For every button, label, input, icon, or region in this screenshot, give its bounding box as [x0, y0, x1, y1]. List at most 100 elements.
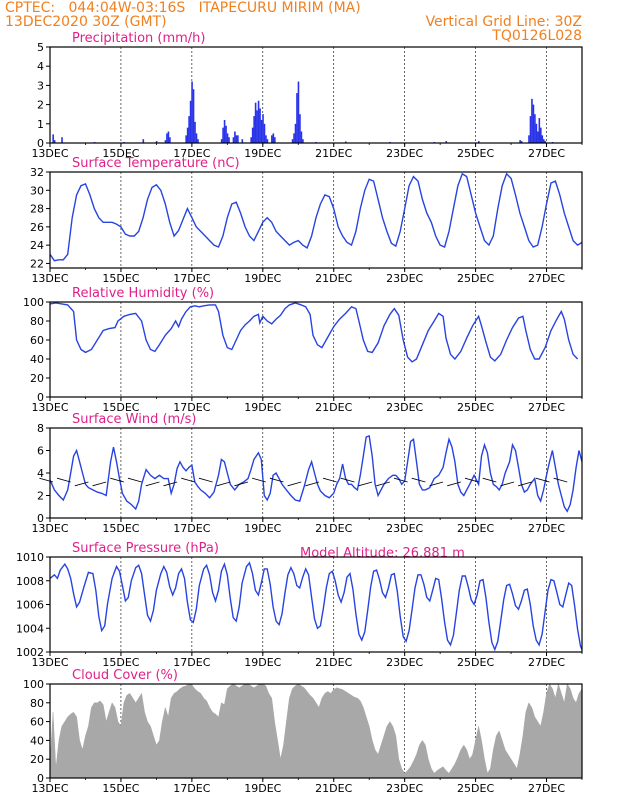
temp-ytick-label: 24	[30, 239, 44, 252]
precip-bar	[228, 137, 230, 143]
precip-bar	[297, 81, 300, 143]
precip-bar	[537, 131, 539, 143]
wind-arrow	[216, 481, 231, 487]
press-ytick-label: 1010	[16, 551, 44, 564]
precip-frame	[49, 46, 583, 144]
wind-arrow	[322, 477, 337, 483]
precip-bar	[194, 121, 196, 143]
cloud-ytick-label: 100	[23, 678, 44, 691]
precip-bar	[166, 133, 168, 143]
rh-ytick-label: 20	[30, 372, 44, 385]
precip-bar	[291, 139, 294, 143]
cloud-area	[49, 683, 583, 779]
wind-arrow	[340, 477, 355, 483]
precip-bar	[192, 89, 195, 143]
temp-xtick-label: 27DEC	[528, 272, 565, 285]
precip-ytick-label: 2	[37, 99, 44, 112]
precip-xtick-label: 25DEC	[457, 147, 494, 160]
precip-xtick-label: 27DEC	[528, 147, 565, 160]
precip-bar	[272, 133, 275, 143]
wind-ytick-label: 0	[37, 512, 44, 525]
rh-ytick-label: 40	[30, 353, 44, 366]
precip-bar	[155, 141, 158, 143]
cloud-xtick-label: 25DEC	[457, 782, 494, 795]
press-ytick-label: 1008	[16, 575, 44, 588]
precip-bar	[232, 137, 235, 143]
cloud-xtick-label: 23DEC	[386, 782, 423, 795]
wind-xtick-label: 13DEC	[31, 522, 68, 535]
press-xtick-label: 23DEC	[386, 656, 423, 669]
precip-bar	[167, 131, 170, 143]
rh-xtick-label: 23DEC	[386, 401, 423, 414]
temp-xtick-label: 19DEC	[244, 272, 281, 285]
wind-arrow	[181, 477, 195, 483]
precip-bar	[259, 108, 261, 143]
temp-ytick-label: 22	[30, 257, 44, 270]
precip-bar	[260, 119, 263, 143]
wind-arrow	[287, 481, 302, 487]
precip-bar	[294, 123, 297, 143]
precip-bar	[188, 116, 190, 143]
press-ytick-label: 1002	[16, 646, 44, 659]
temp-series-line	[49, 172, 583, 262]
wind-xtick-label: 17DEC	[173, 522, 210, 535]
precip-bar	[241, 139, 244, 143]
temp-title: Surface Temperature (nC)	[72, 156, 240, 171]
precip-title: Precipitation (mm/h)	[72, 31, 205, 46]
press-xtick-label: 21DEC	[315, 656, 352, 669]
precip-bar	[222, 127, 224, 143]
wind-xtick-label: 21DEC	[315, 522, 352, 535]
header-model-id: TQ0126L028	[492, 28, 582, 44]
precip-bar	[253, 116, 255, 143]
cloud-title: Cloud Cover (%)	[72, 668, 178, 683]
wind-ytick-label: 8	[37, 422, 44, 435]
wind-arrow	[411, 477, 426, 483]
temp-ytick-label: 28	[30, 203, 44, 216]
rh-series-line	[49, 302, 579, 363]
precip-bar	[529, 116, 532, 143]
precip-bar	[235, 135, 238, 143]
header-station: CPTEC: 044:04W-03:16S ITAPECURU MIRIM (M…	[5, 0, 361, 16]
press-series-line	[49, 561, 583, 652]
wind-arrow	[358, 481, 373, 487]
precip-bar	[197, 139, 199, 143]
wind-frame	[49, 427, 583, 519]
rh-ytick-label: 80	[30, 315, 44, 328]
precip-bar	[225, 125, 227, 143]
wind-arrow	[535, 477, 550, 483]
wind-arrow	[500, 481, 515, 487]
precip-ytick-label: 4	[37, 60, 44, 73]
precip-ytick-label: 5	[37, 41, 44, 54]
wind-arrow	[110, 477, 124, 483]
precip-bar	[271, 135, 273, 143]
rh-ytick-label: 60	[30, 334, 44, 347]
press-xtick-label: 15DEC	[102, 656, 139, 669]
temp-xtick-label: 17DEC	[173, 272, 210, 285]
precip-bar	[538, 118, 541, 143]
precip-bar	[195, 133, 198, 143]
precip-bar	[544, 141, 547, 143]
precip-bar	[535, 123, 538, 143]
press-xtick-label: 27DEC	[528, 656, 565, 669]
wind-arrow	[482, 477, 497, 483]
header-grid-line: Vertical Grid Line: 30Z	[425, 14, 582, 30]
press-xtick-label: 19DEC	[244, 656, 281, 669]
precip-bar	[234, 131, 236, 143]
wind-xtick-label: 27DEC	[528, 522, 565, 535]
precip-bar	[251, 127, 254, 143]
precip-xtick-label: 17DEC	[173, 147, 210, 160]
precip-bar	[300, 131, 303, 143]
rh-ytick-label: 0	[37, 391, 44, 404]
wind-arrow	[56, 477, 71, 483]
precip-bar	[223, 119, 226, 143]
press-xtick-label: 13DEC	[31, 656, 68, 669]
precip-bar	[344, 141, 347, 143]
precip-bar	[528, 135, 530, 143]
precip-xtick-label: 15DEC	[102, 147, 139, 160]
rh-frame	[49, 301, 583, 398]
precip-bar	[519, 140, 521, 143]
cloud-xtick-label: 19DEC	[244, 782, 281, 795]
precip-bar	[142, 139, 145, 143]
temp-ytick-label: 32	[30, 166, 44, 179]
press-ytick-label: 1004	[16, 622, 44, 635]
